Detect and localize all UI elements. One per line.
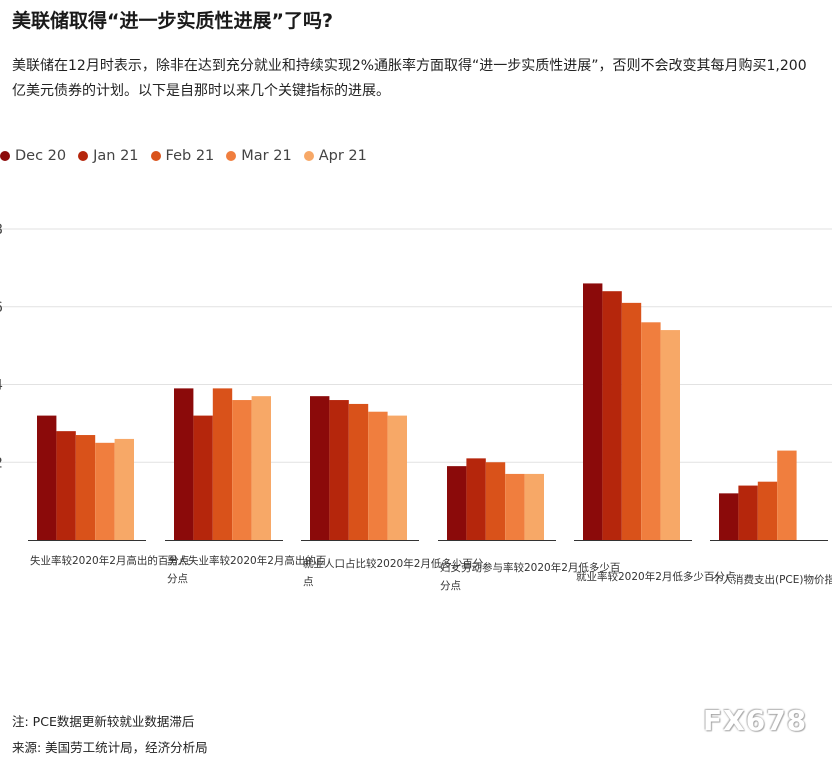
category-label: 个人消费支出(PCE)物价指数	[712, 573, 832, 586]
legend-swatch	[226, 151, 237, 161]
legend-label: Apr 21	[318, 148, 367, 164]
bar	[193, 415, 213, 540]
bar	[777, 450, 797, 540]
watermark-logo: FX678	[703, 704, 808, 737]
bar	[660, 330, 680, 540]
y-tick-label: 4	[0, 378, 3, 394]
y-tick-label: 8	[0, 222, 3, 238]
bar	[37, 415, 57, 540]
bar	[719, 493, 739, 540]
category-label: 就业人口占比较2020年2月低多少百分点	[303, 557, 484, 588]
bar	[524, 473, 544, 540]
category-label: 黑人失业率较2020年2月高出的百分点	[167, 554, 326, 585]
chart-subtitle: 美联储在12月时表示，除非在达到充分就业和持续实现2%通胀率方面取得“进一步实质…	[12, 58, 807, 99]
bar	[738, 485, 758, 540]
legend-item: Mar 21	[226, 148, 292, 164]
legend-label: Feb 21	[165, 148, 215, 164]
bar	[757, 481, 778, 540]
legend-label: Dec 20	[15, 148, 67, 164]
bar	[114, 438, 134, 540]
legend-swatch	[303, 151, 314, 161]
bar	[56, 431, 76, 540]
y-tick-label: 2	[0, 455, 3, 471]
legend-item: Dec 20	[0, 148, 66, 164]
bar	[368, 411, 388, 540]
bar	[641, 322, 661, 540]
bar	[583, 283, 603, 540]
bar	[621, 302, 642, 540]
legend-item: Feb 21	[150, 148, 215, 164]
legend-item: Jan 21	[78, 148, 139, 164]
bar	[505, 473, 525, 540]
chart-legend: Dec 20 Jan 21 Feb 21 Mar 21 Apr 21	[0, 148, 367, 164]
bar	[212, 388, 233, 540]
legend-label: Mar 21	[241, 148, 292, 164]
bar	[174, 388, 194, 540]
bar	[310, 396, 330, 540]
chart-title: 美联储取得“进一步实质性进展”了吗?	[12, 10, 333, 32]
footnote: 注: PCE数据更新较就业数据滞后	[12, 714, 195, 729]
bar	[485, 462, 506, 540]
bar	[251, 396, 271, 540]
legend-item: Apr 21	[303, 148, 367, 164]
bar	[75, 435, 96, 540]
category-label: 失业率较2020年2月高出的百分点	[30, 554, 189, 567]
bar	[348, 403, 369, 540]
bar	[95, 442, 115, 540]
bar	[447, 466, 467, 540]
legend-swatch	[150, 151, 161, 161]
bar	[387, 415, 407, 540]
category-label: 妇女劳动参与率较2020年2月低多少百分点	[440, 561, 620, 592]
bar	[232, 400, 252, 540]
y-tick-label: 6	[0, 300, 3, 316]
legend-label: Jan 21	[93, 148, 139, 164]
legend-swatch	[78, 151, 89, 161]
bar	[602, 291, 622, 540]
bar-chart: 8 6 4 2 失业率较2020年2月高出的百分点黑人失业率较2020年2月高出的百分点…	[0, 222, 832, 592]
legend-swatch	[0, 151, 10, 161]
source-note: 来源: 美国劳工统计局，经济分析局	[12, 740, 208, 755]
category-label: 就业率较2020年2月低多少百分点	[576, 570, 735, 583]
bar	[329, 400, 349, 540]
bar	[466, 458, 486, 540]
